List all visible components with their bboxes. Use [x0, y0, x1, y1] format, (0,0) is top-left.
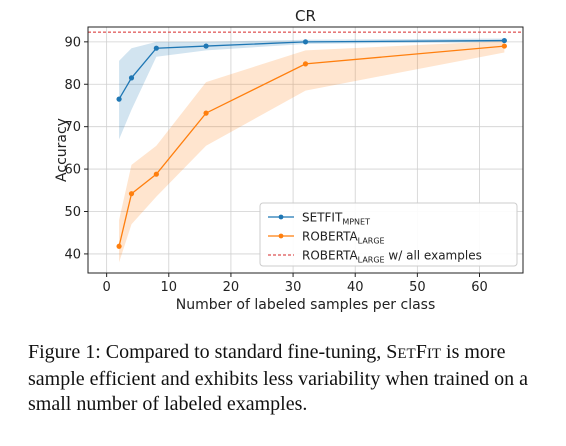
x-tick-label: 0 [103, 280, 111, 295]
band-series-1 [119, 40, 505, 263]
x-tick-label: 60 [471, 280, 488, 295]
x-tick-label: 50 [409, 280, 426, 295]
data-point-series-1 [501, 43, 507, 49]
data-point-series-0 [128, 75, 135, 81]
legend-entry-0: SETFITMPNET [302, 211, 370, 227]
legend-entry-1: ROBERTALARGE [302, 230, 385, 246]
x-tick-label: 40 [347, 280, 364, 295]
x-tick-label: 10 [161, 280, 178, 295]
data-point-series-1 [116, 243, 122, 249]
caption-smallcaps-it: IT [426, 346, 442, 362]
legend-marker-0 [278, 214, 284, 220]
x-axis-label: Number of labeled samples per class [176, 297, 436, 313]
x-tick-label: 20 [223, 280, 240, 295]
legend-entry-2: ROBERTALARGE w/ all examples [302, 249, 482, 265]
plot-frame [87, 26, 524, 274]
chart-title: CR [295, 7, 316, 25]
caption-smallcaps-et: ET [397, 346, 416, 362]
y-tick-label: 80 [64, 78, 81, 93]
data-point-series-1 [153, 171, 159, 177]
data-point-series-0 [501, 37, 507, 44]
data-point-series-0 [203, 43, 209, 49]
caption-smallcaps-f: F [415, 341, 427, 363]
chart: 0 10 20 30 40 50 60 40 50 60 70 80 90 CR Number of lab… [54, 7, 524, 313]
y-tick-label: 40 [64, 247, 81, 262]
caption-rest: is more sample efficient and exhibits le… [28, 341, 529, 415]
x-tick-label: 30 [285, 280, 302, 295]
y-tick-label: 60 [64, 163, 81, 178]
y-tick-label: 90 [64, 35, 81, 50]
data-point-series-1 [203, 110, 209, 116]
figure-caption: Figure 1: Compared to standard fine-tuni… [28, 340, 548, 417]
data-point-series-1 [128, 191, 135, 197]
caption-smallcaps-s: S [386, 341, 398, 363]
series-line-0 [118, 39, 505, 100]
data-point-series-0 [116, 96, 122, 102]
legend-box [259, 202, 518, 267]
y-tick-label: 50 [64, 205, 81, 220]
data-point-series-0 [302, 39, 309, 45]
series-line-1 [118, 45, 505, 247]
caption-prefix: Figure 1: Compared to standard fine-tuni… [28, 341, 387, 363]
data-point-series-0 [153, 45, 159, 51]
legend-marker-1 [278, 233, 284, 239]
y-tick-label: 70 [64, 120, 81, 135]
data-point-series-1 [302, 61, 309, 67]
y-axis-label: Accuracy [54, 118, 70, 182]
